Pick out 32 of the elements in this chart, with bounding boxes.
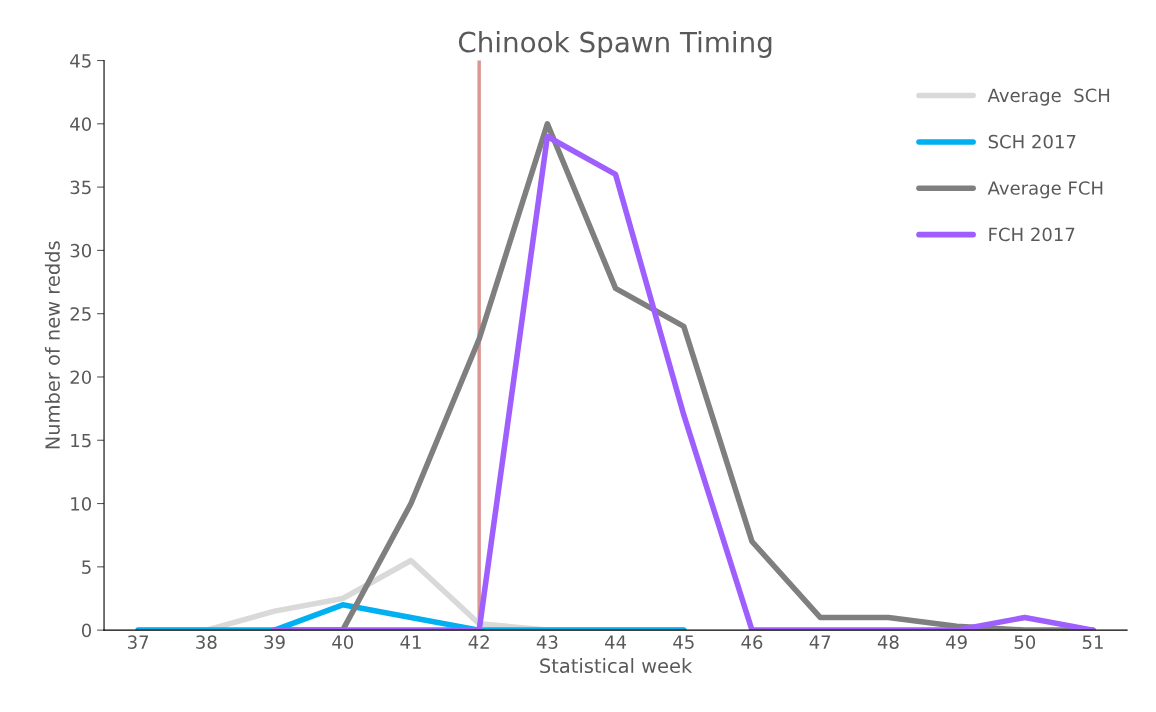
y-tick-label: 30 bbox=[70, 243, 92, 258]
x-tick-label: 37 bbox=[128, 635, 149, 649]
y-tick-label: 40 bbox=[70, 117, 92, 131]
y-tick-label: 45 bbox=[70, 54, 91, 68]
legend-label: Average SCH bbox=[987, 88, 1110, 106]
x-tick-label: 42 bbox=[468, 635, 489, 649]
x-tick-label: 40 bbox=[332, 635, 354, 649]
x-tick-label: 49 bbox=[945, 635, 967, 649]
x-tick-label: 41 bbox=[400, 635, 421, 649]
y-tick-label: 5 bbox=[82, 560, 91, 574]
y-tick-label: 15 bbox=[71, 433, 91, 448]
x-tick-label: 39 bbox=[264, 635, 285, 649]
legend-label: Average FCH bbox=[987, 181, 1103, 199]
y-tick-label: 35 bbox=[70, 180, 91, 195]
chart-title: Chinook Spawn Timing bbox=[458, 31, 772, 58]
x-tick-label: 51 bbox=[1082, 635, 1103, 649]
legend-label: SCH 2017 bbox=[988, 134, 1076, 149]
x-tick-label: 38 bbox=[196, 635, 217, 649]
x-axis-title: Statistical week bbox=[540, 658, 693, 674]
legend-label: FCH 2017 bbox=[989, 227, 1075, 242]
x-tick-label: 43 bbox=[536, 635, 558, 649]
y-tick-label: 25 bbox=[70, 307, 91, 321]
x-tick-label: 48 bbox=[877, 635, 899, 649]
x-tick-label: 44 bbox=[604, 635, 627, 649]
y-tick-label: 20 bbox=[70, 370, 92, 385]
y-tick-label: 0 bbox=[81, 623, 92, 638]
x-tick-label: 47 bbox=[809, 635, 831, 649]
x-tick-label: 46 bbox=[741, 635, 763, 649]
y-axis-title: Number of new redds bbox=[44, 241, 60, 449]
x-tick-label: 45 bbox=[673, 635, 694, 649]
x-tick-label: 50 bbox=[1014, 635, 1036, 649]
y-tick-label: 10 bbox=[71, 497, 92, 511]
